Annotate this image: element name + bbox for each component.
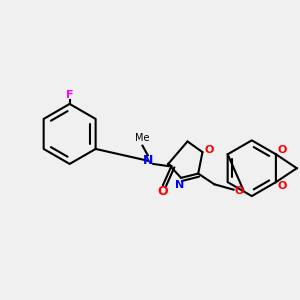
Text: O: O: [278, 182, 287, 191]
Text: Me: Me: [135, 133, 150, 143]
Text: F: F: [66, 90, 74, 100]
Text: N: N: [143, 154, 153, 167]
Text: O: O: [158, 185, 168, 198]
Text: N: N: [176, 180, 184, 190]
Text: O: O: [234, 186, 244, 196]
Text: O: O: [278, 145, 287, 155]
Text: O: O: [204, 145, 214, 155]
